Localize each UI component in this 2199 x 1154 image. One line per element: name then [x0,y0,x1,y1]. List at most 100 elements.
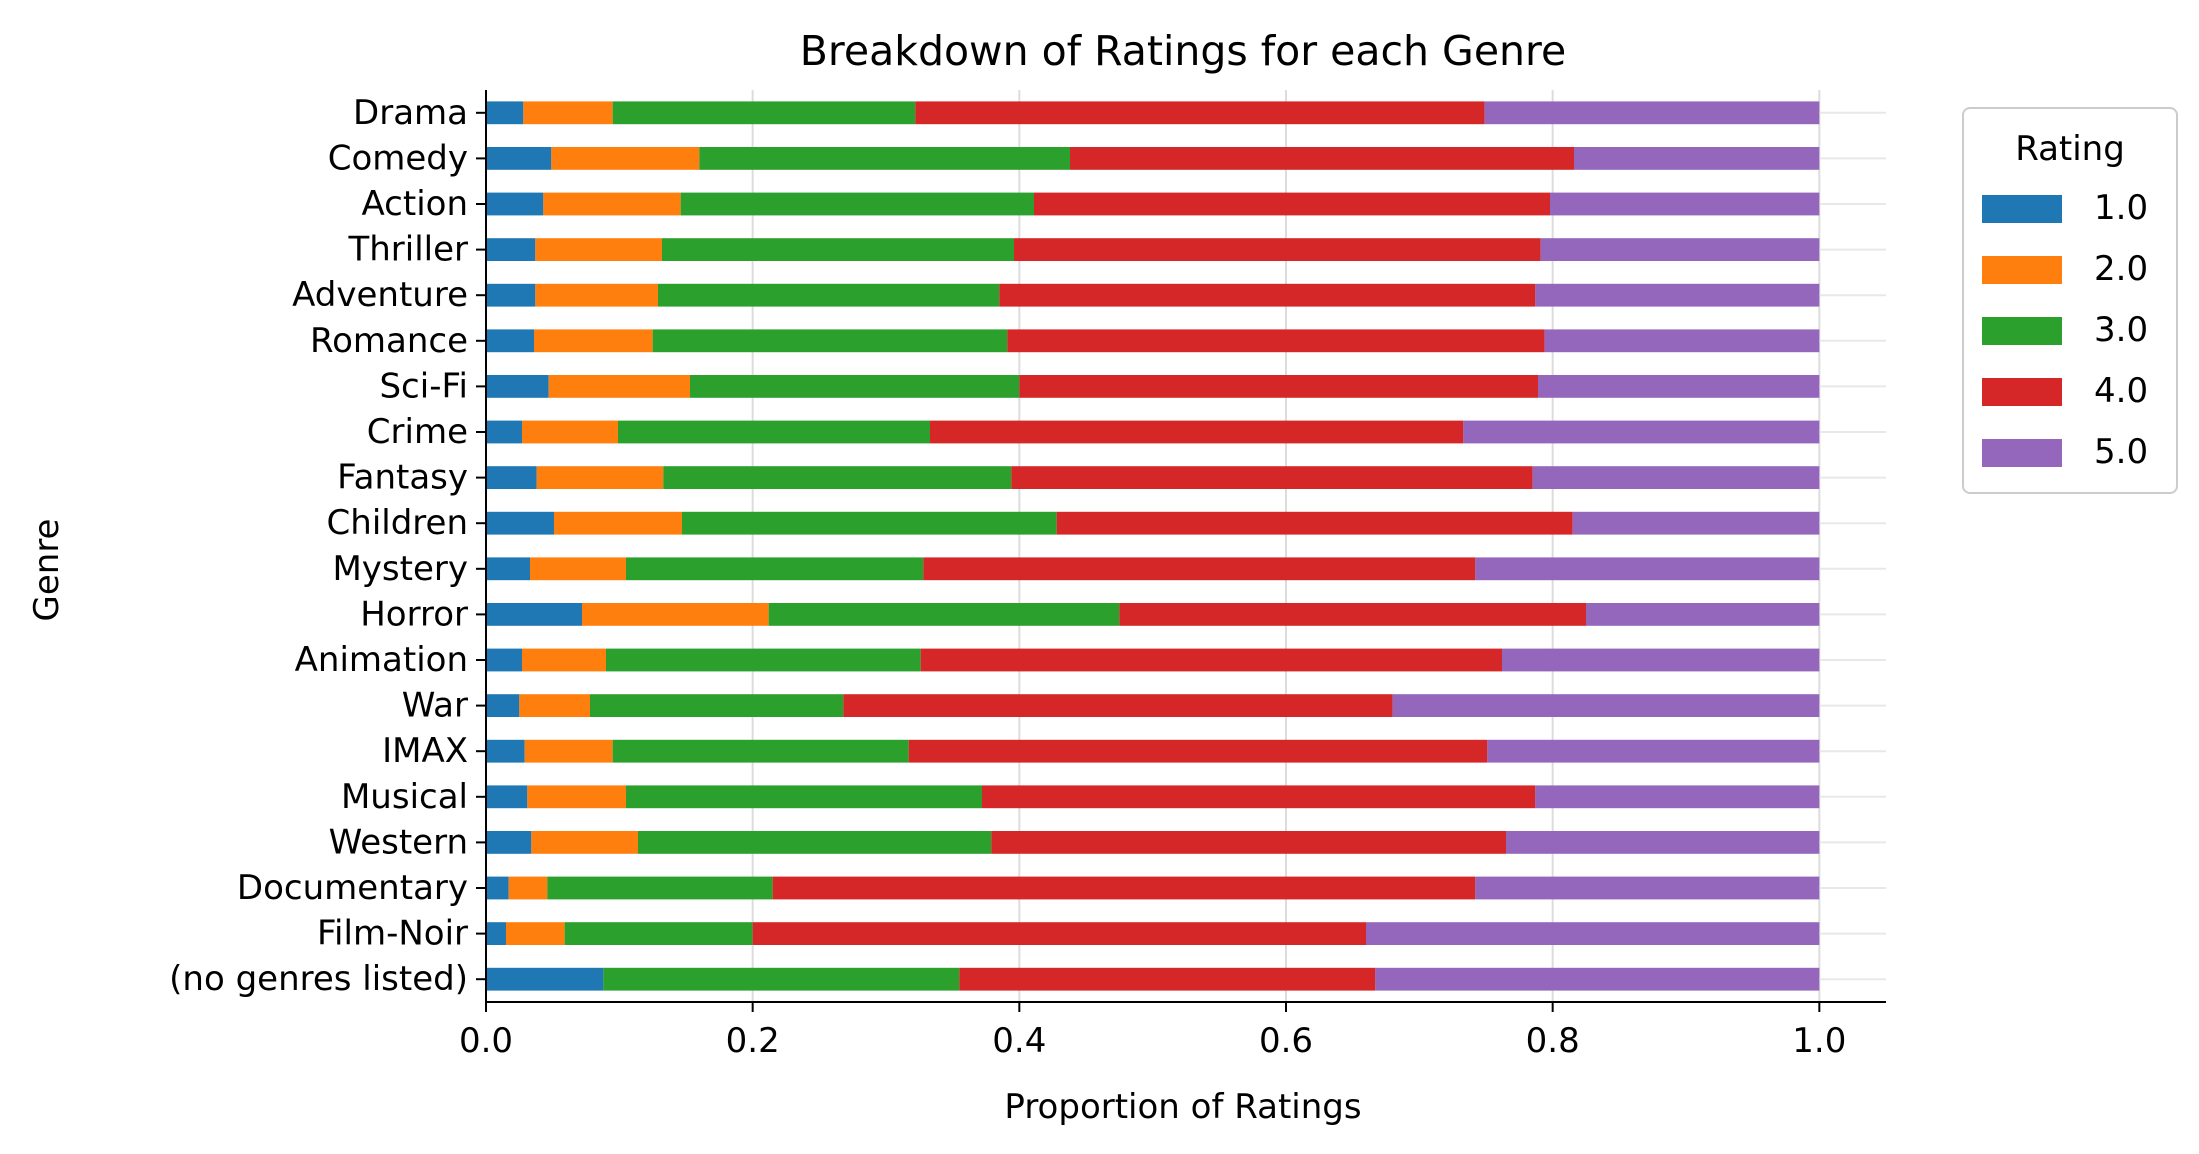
bar-imax-rating-2-0 [524,739,613,763]
y-tick-label: Fantasy [337,458,468,498]
bar-war-rating-2-0 [519,694,590,717]
y-tick-label: Animation [295,640,468,680]
bar-no-genres-listed-rating-4-0 [959,967,1376,991]
y-tick-label: Horror [360,594,468,634]
y-tick-label: War [402,686,468,726]
y-tick-label: Sci-Fi [379,366,468,406]
bar-musical-rating-1-0 [486,785,528,809]
bar-adventure-rating-4-0 [999,283,1536,307]
bar-film-noir-rating-4-0 [752,922,1366,945]
y-axis-title: Genre [27,519,67,622]
y-tick-label: Western [329,822,468,862]
bar-documentary-rating-3-0 [547,876,773,900]
x-tick-label: 1.0 [1792,1021,1846,1061]
bar-thriller-rating-2-0 [535,238,662,261]
bar-thriller-rating-5-0 [1540,238,1820,261]
bar-film-noir-rating-3-0 [564,922,753,945]
bar-drama-rating-2-0 [523,101,613,125]
bar-comedy-rating-1-0 [486,147,552,170]
y-tick-label: IMAX [382,731,468,771]
bar-western-rating-1-0 [486,831,532,854]
x-tick-label: 0.4 [992,1021,1046,1061]
bar-crime-rating-5-0 [1463,420,1820,444]
bar-documentary-rating-2-0 [508,876,548,900]
grid-lines [485,90,1886,1002]
bar-film-noir-rating-1-0 [486,922,506,945]
bar-sci-fi-rating-2-0 [548,375,690,398]
bars [486,101,1820,991]
bar-children-rating-4-0 [1056,511,1573,535]
legend-label: 5.0 [2094,432,2148,472]
bar-horror-rating-2-0 [582,603,769,626]
bar-romance-rating-4-0 [1007,329,1545,353]
x-axis-title: Proportion of Ratings [1004,1087,1361,1127]
legend-label: 2.0 [2094,249,2148,289]
bar-musical-rating-2-0 [527,785,626,809]
bar-no-genres-listed-rating-3-0 [603,967,960,991]
bar-no-genres-listed-rating-5-0 [1375,967,1820,991]
bar-documentary-rating-5-0 [1475,876,1820,900]
y-tick-label: Adventure [292,275,468,315]
bar-imax-rating-5-0 [1487,739,1820,763]
y-tick-label: Romance [310,321,468,361]
bar-children-rating-1-0 [486,511,554,535]
legend-label: 4.0 [2094,371,2148,411]
bar-comedy-rating-3-0 [699,147,1070,170]
x-tick-label: 0.6 [1259,1021,1313,1061]
bar-children-rating-5-0 [1572,511,1820,535]
bar-crime-rating-2-0 [522,420,618,444]
bar-comedy-rating-4-0 [1070,147,1574,170]
bar-sci-fi-rating-1-0 [486,375,549,398]
bar-action-rating-3-0 [680,192,1034,216]
bar-musical-rating-4-0 [982,785,1536,809]
bar-thriller-rating-1-0 [486,238,536,261]
bar-crime-rating-4-0 [930,420,1464,444]
bar-horror-rating-1-0 [486,603,582,626]
y-tick-label: Children [327,503,468,543]
bar-adventure-rating-3-0 [658,283,1000,307]
bar-comedy-rating-5-0 [1574,147,1820,170]
bar-sci-fi-rating-3-0 [690,375,1020,398]
y-tick-label: Mystery [332,549,468,589]
x-tick-label: 0.2 [726,1021,780,1061]
bar-war-rating-1-0 [486,694,520,717]
bar-mystery-rating-4-0 [923,557,1476,581]
bar-animation-rating-5-0 [1502,648,1820,672]
legend-swatch-rating-4-0 [1982,378,2062,406]
y-tick-label: Crime [367,412,468,452]
bar-documentary-rating-1-0 [486,876,509,900]
bar-fantasy-rating-4-0 [1011,466,1533,489]
bar-imax-rating-1-0 [486,739,525,763]
bar-drama-rating-1-0 [486,101,524,125]
bar-no-genres-listed-rating-1-0 [486,967,604,991]
legend-swatch-rating-3-0 [1982,317,2062,345]
bar-thriller-rating-3-0 [662,238,1014,261]
bar-fantasy-rating-5-0 [1532,466,1820,489]
bar-thriller-rating-4-0 [1014,238,1541,261]
bar-adventure-rating-5-0 [1535,283,1820,307]
bar-horror-rating-3-0 [768,603,1120,626]
bar-imax-rating-3-0 [612,739,909,763]
bar-western-rating-3-0 [638,831,992,854]
bar-animation-rating-4-0 [920,648,1502,672]
bar-children-rating-3-0 [682,511,1057,535]
legend-swatch-rating-5-0 [1982,439,2062,467]
legend: Rating 1.0 2.0 3.0 4.0 5.0 [1962,107,2178,494]
bar-fantasy-rating-2-0 [536,466,664,489]
bar-adventure-rating-1-0 [486,283,536,307]
bar-film-noir-rating-2-0 [506,922,565,945]
y-tick-label: Action [362,184,468,224]
bar-horror-rating-4-0 [1119,603,1586,626]
bar-mystery-rating-2-0 [530,557,626,581]
y-tick-label: Drama [353,93,468,133]
x-tick-label: 0.0 [459,1021,513,1061]
bar-action-rating-4-0 [1034,192,1550,216]
legend-items: 1.0 2.0 3.0 4.0 5.0 [1982,188,2148,472]
bar-mystery-rating-3-0 [626,557,924,581]
bar-musical-rating-5-0 [1535,785,1820,809]
legend-title: Rating [2015,129,2125,169]
bar-western-rating-5-0 [1506,831,1820,854]
bar-fantasy-rating-1-0 [486,466,537,489]
bar-mystery-rating-5-0 [1475,557,1820,581]
